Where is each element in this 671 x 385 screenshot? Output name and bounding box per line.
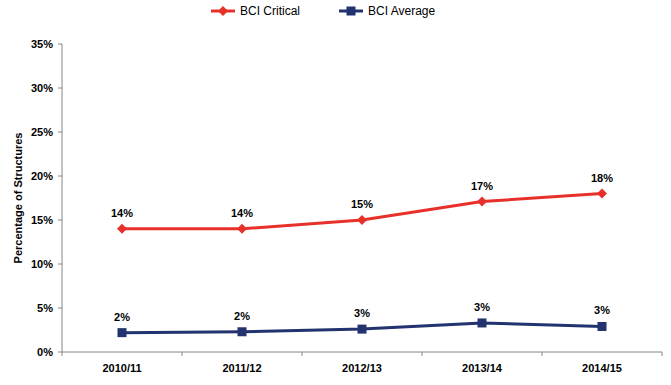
legend-marker	[218, 6, 228, 16]
legend-marker	[347, 7, 356, 16]
x-tick	[662, 352, 663, 356]
x-tick-label: 2011/12	[222, 362, 261, 374]
y-tick-label: 5%	[37, 302, 53, 314]
x-tick-label: 2012/13	[342, 362, 382, 374]
y-tick-label: 30%	[31, 82, 53, 94]
point-marker	[597, 189, 607, 199]
point-marker	[358, 325, 367, 334]
point-marker	[357, 215, 367, 225]
x-tick	[542, 352, 543, 356]
y-tick	[58, 88, 62, 89]
x-tick	[302, 352, 303, 356]
y-tick	[58, 352, 62, 353]
series-line	[122, 194, 602, 229]
y-tick-label: 20%	[31, 170, 53, 182]
point-marker	[477, 197, 487, 207]
x-tick	[422, 352, 423, 356]
y-tick-label: 0%	[37, 346, 53, 358]
y-tick-label: 25%	[31, 126, 53, 138]
y-tick	[58, 220, 62, 221]
y-tick-label: 35%	[31, 38, 53, 50]
y-tick	[58, 132, 62, 133]
data-label: 3%	[594, 304, 610, 316]
point-marker	[478, 318, 487, 327]
series-line	[122, 323, 602, 333]
data-label: 18%	[591, 172, 613, 184]
data-labels: 14% 14% 15% 17% 18% 2% 2% 3% 3% 3%	[111, 172, 613, 323]
data-label: 3%	[354, 307, 370, 319]
point-marker	[238, 327, 247, 336]
point-marker	[598, 322, 607, 331]
series-group	[117, 189, 607, 338]
data-label: 2%	[234, 310, 250, 322]
y-axis	[62, 44, 63, 352]
x-axis	[62, 352, 662, 353]
data-label: 14%	[231, 207, 253, 219]
y-tick-label: 15%	[31, 214, 53, 226]
legend-label: BCI Critical	[240, 4, 300, 18]
y-tick	[58, 44, 62, 45]
point-marker	[117, 224, 127, 234]
x-tick-label: 2010/11	[102, 362, 141, 374]
data-label: 15%	[351, 198, 373, 210]
legend: BCI Critical BCI Average	[211, 4, 435, 18]
point-marker	[237, 224, 247, 234]
data-label: 3%	[474, 301, 490, 313]
legend-label: BCI Average	[368, 4, 435, 18]
point-marker	[118, 328, 127, 337]
x-tick	[182, 352, 183, 356]
y-tick	[58, 308, 62, 309]
data-label: 14%	[111, 207, 133, 219]
x-tick	[62, 352, 63, 356]
y-tick	[58, 264, 62, 265]
data-label: 17%	[471, 180, 493, 192]
y-tick	[58, 176, 62, 177]
y-axis-title: Percentage of Structures	[12, 133, 24, 264]
x-tick-label: 2014/15	[582, 362, 622, 374]
chart: 0% 5% 10% 15% 20% 25% 30% 35% 2010/11 2011/12 2012…	[0, 0, 671, 385]
y-tick-label: 10%	[31, 258, 53, 270]
x-tick-label: 2013/14	[462, 362, 503, 374]
data-label: 2%	[114, 311, 130, 323]
